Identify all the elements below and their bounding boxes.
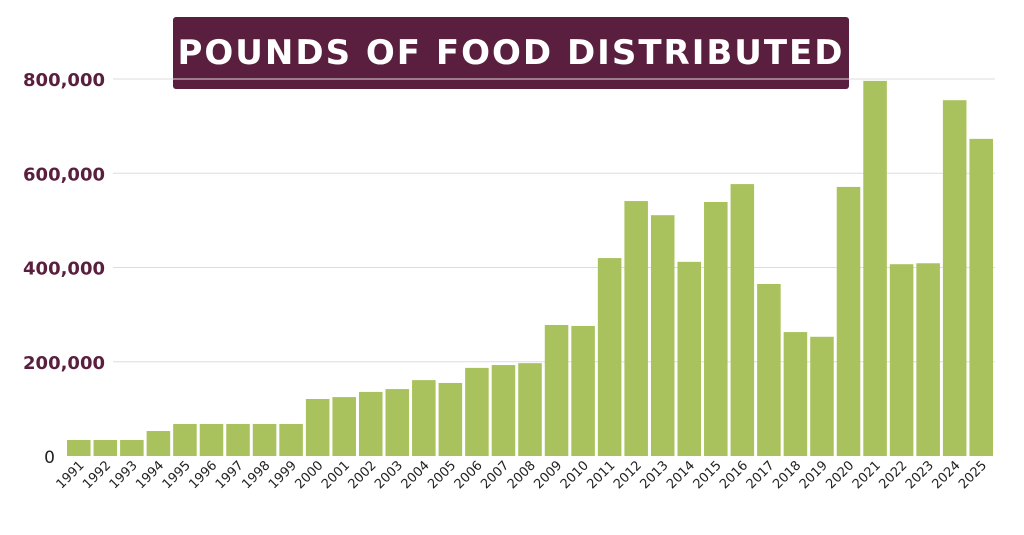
- x-tick-label: 2006: [452, 458, 486, 492]
- x-tick-label: 2008: [505, 458, 539, 492]
- bar-1996: [199, 423, 224, 456]
- bar-2014: [677, 261, 702, 456]
- chart-title-banner: POUNDS OF FOOD DISTRIBUTED: [173, 17, 849, 89]
- x-tick-label: 2012: [611, 458, 645, 492]
- bar-2000: [305, 398, 330, 456]
- x-tick-label: 1994: [133, 458, 167, 492]
- bar-2015: [704, 201, 728, 456]
- x-tick-label: 1992: [80, 458, 114, 492]
- bar-2010: [571, 325, 595, 456]
- bar-2025: [969, 138, 993, 456]
- y-tick-label: 400,000: [23, 259, 105, 280]
- x-tick-label: 1991: [54, 458, 88, 492]
- bar-1993: [120, 439, 144, 456]
- x-tick-label: 2019: [797, 458, 831, 492]
- x-tick-label: 1995: [160, 458, 194, 492]
- bar-1995: [173, 423, 197, 456]
- bar-2018: [783, 332, 808, 456]
- x-tick-label: 2001: [319, 458, 353, 492]
- x-tick-label: 2025: [956, 458, 990, 492]
- x-tick-label: 2021: [850, 458, 884, 492]
- bar-2007: [491, 365, 516, 456]
- bar-2016: [730, 184, 755, 456]
- bar-2003: [385, 389, 410, 456]
- x-tick-label: 2011: [584, 458, 618, 492]
- x-tick-label: 2007: [478, 458, 512, 492]
- x-tick-label: 2014: [664, 458, 698, 492]
- bar-2002: [358, 391, 383, 456]
- x-tick-label: 2016: [717, 458, 751, 492]
- bar-2004: [412, 380, 436, 456]
- bar-2001: [332, 397, 356, 456]
- bar-2008: [518, 363, 542, 456]
- bar-1991: [67, 439, 91, 456]
- x-tick-label: 2017: [744, 458, 778, 492]
- bar-2006: [465, 367, 489, 456]
- x-tick-label: 1996: [186, 458, 220, 492]
- x-tick-label: 2002: [346, 458, 380, 492]
- bar-2019: [810, 336, 834, 456]
- x-tick-label: 2009: [531, 458, 565, 492]
- bar-2022: [889, 264, 914, 456]
- bar-2005: [438, 382, 463, 456]
- bar-2024: [942, 100, 967, 457]
- x-tick-label: 2022: [876, 458, 910, 492]
- bar-1992: [93, 439, 118, 456]
- x-tick-label: 2010: [558, 458, 592, 492]
- bar-2017: [757, 283, 781, 456]
- bar-1997: [226, 423, 250, 456]
- y-tick-label: 200,000: [23, 353, 105, 374]
- x-tick-label: 2015: [691, 458, 725, 492]
- x-tick-label: 1997: [213, 458, 247, 492]
- chart-title: POUNDS OF FOOD DISTRIBUTED: [177, 33, 845, 73]
- x-tick-label: 1999: [266, 458, 300, 492]
- x-tick-label: 1993: [107, 458, 141, 492]
- x-tick-label: 2005: [425, 458, 459, 492]
- x-tick-label: 2013: [638, 458, 672, 492]
- x-tick-label: 2004: [399, 458, 433, 492]
- x-tick-label: 2020: [823, 458, 857, 492]
- x-tick-label: 2018: [770, 458, 804, 492]
- bar-2021: [863, 80, 887, 456]
- x-tick-label: 2003: [372, 458, 406, 492]
- bar-1994: [146, 431, 171, 456]
- x-tick-label: 2024: [930, 458, 964, 492]
- y-tick-label: 600,000: [23, 164, 105, 185]
- x-tick-label: 2023: [903, 458, 937, 492]
- bar-1998: [252, 423, 277, 456]
- x-tick-label: 1998: [239, 458, 273, 492]
- y-tick-label: 0: [44, 448, 55, 468]
- bar-2013: [650, 215, 675, 456]
- bar-2011: [597, 258, 622, 456]
- y-tick-label: 800,000: [23, 70, 105, 91]
- bar-2020: [836, 186, 861, 456]
- bar-2009: [544, 324, 569, 456]
- bar-2023: [916, 263, 940, 456]
- x-tick-label: 2000: [292, 458, 326, 492]
- bar-1999: [279, 423, 303, 456]
- bar-2012: [624, 201, 648, 456]
